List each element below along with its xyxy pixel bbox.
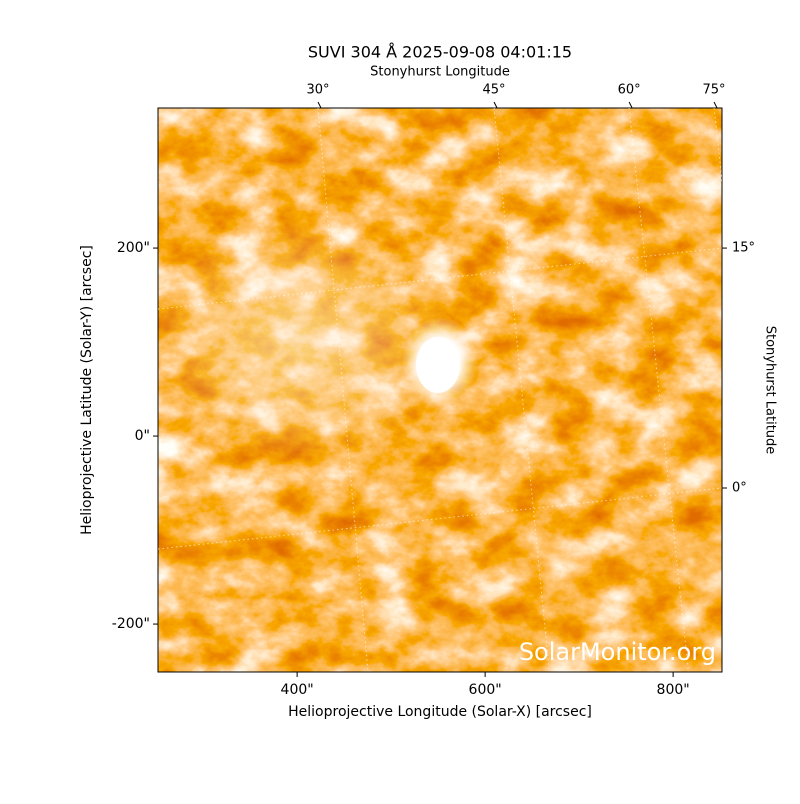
x2-axis-label: Stonyhurst Longitude: [370, 65, 510, 80]
x2-tick: [317, 101, 322, 109]
x2-tick-label: 45°: [483, 83, 506, 98]
chart-title: SUVI 304 Å 2025-09-08 04:01:15: [308, 43, 572, 62]
y2-axis-label: Stonyhurst Latitude: [763, 326, 778, 455]
longitude-grid-line: [628, 108, 689, 672]
x2-tick-label: 30°: [306, 83, 329, 98]
y-tick-label: -200": [112, 616, 150, 632]
x-axis-label: Helioprojective Longitude (Solar-X) [arc…: [288, 704, 592, 720]
y-tick-label: 200": [117, 240, 150, 256]
x-tick-label: 400": [281, 682, 314, 698]
x-tick-label: 600": [469, 682, 502, 698]
y-axis-label: Helioprojective Latitude (Solar-Y) [arcs…: [79, 245, 95, 535]
axes-frame: [157, 107, 723, 673]
x2-tick: [628, 101, 633, 109]
y-tick-label: 0": [135, 428, 150, 444]
x2-tick: [713, 101, 718, 109]
latitude-grid-line: [157, 487, 723, 550]
x-tick-label: 800": [657, 682, 690, 698]
latitude-grid-line: [157, 247, 723, 310]
x2-tick-label: 60°: [618, 83, 641, 98]
watermark: SolarMonitor.org: [519, 638, 716, 666]
flare-core: [416, 337, 460, 393]
solar-image: [158, 108, 722, 672]
x2-tick-label: 75°: [703, 83, 726, 98]
x2-tick: [493, 101, 498, 109]
y2-tick-label: 15°: [732, 241, 755, 256]
y2-tick-label: 0°: [732, 481, 747, 496]
bright-region: [158, 220, 450, 460]
